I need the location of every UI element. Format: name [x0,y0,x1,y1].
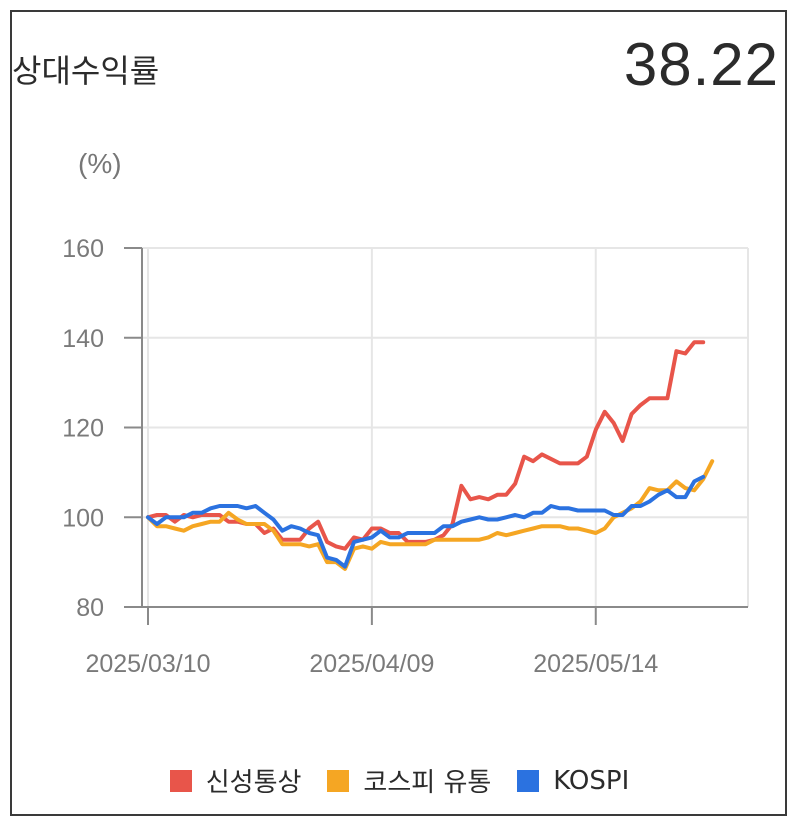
legend-label: 신성통상 [205,768,302,798]
x-tick-label: 2025/03/10 [85,650,210,678]
chart-title: 상대수익률 [12,52,160,90]
legend-item: 신성통상 [169,762,302,799]
y-tick-label: 120 [62,415,104,443]
y-tick-label: 80 [76,594,104,622]
return-value: 38.22 [623,31,779,98]
legend-swatch [327,769,350,792]
legend-label: 코스피 유통 [363,768,492,798]
legend-swatch [169,769,192,792]
legend-item: 코스피 유통 [327,762,491,799]
x-tick-label: 2025/05/14 [533,650,658,678]
series-line-1 [146,459,715,571]
series-line-2 [146,474,706,569]
chart-frame [10,10,787,816]
y-tick-label: 100 [62,504,104,532]
y-tick-label: 160 [62,235,104,263]
y-unit-label: (%) [78,148,122,179]
y-tick-label: 140 [62,325,104,353]
x-tick-label: 2025/04/09 [309,650,434,678]
legend: 신성통상 코스피 유통 KOSPI [0,762,799,799]
legend-label: KOSPI [553,765,630,796]
legend-item: KOSPI [517,762,629,799]
legend-swatch [517,769,540,792]
